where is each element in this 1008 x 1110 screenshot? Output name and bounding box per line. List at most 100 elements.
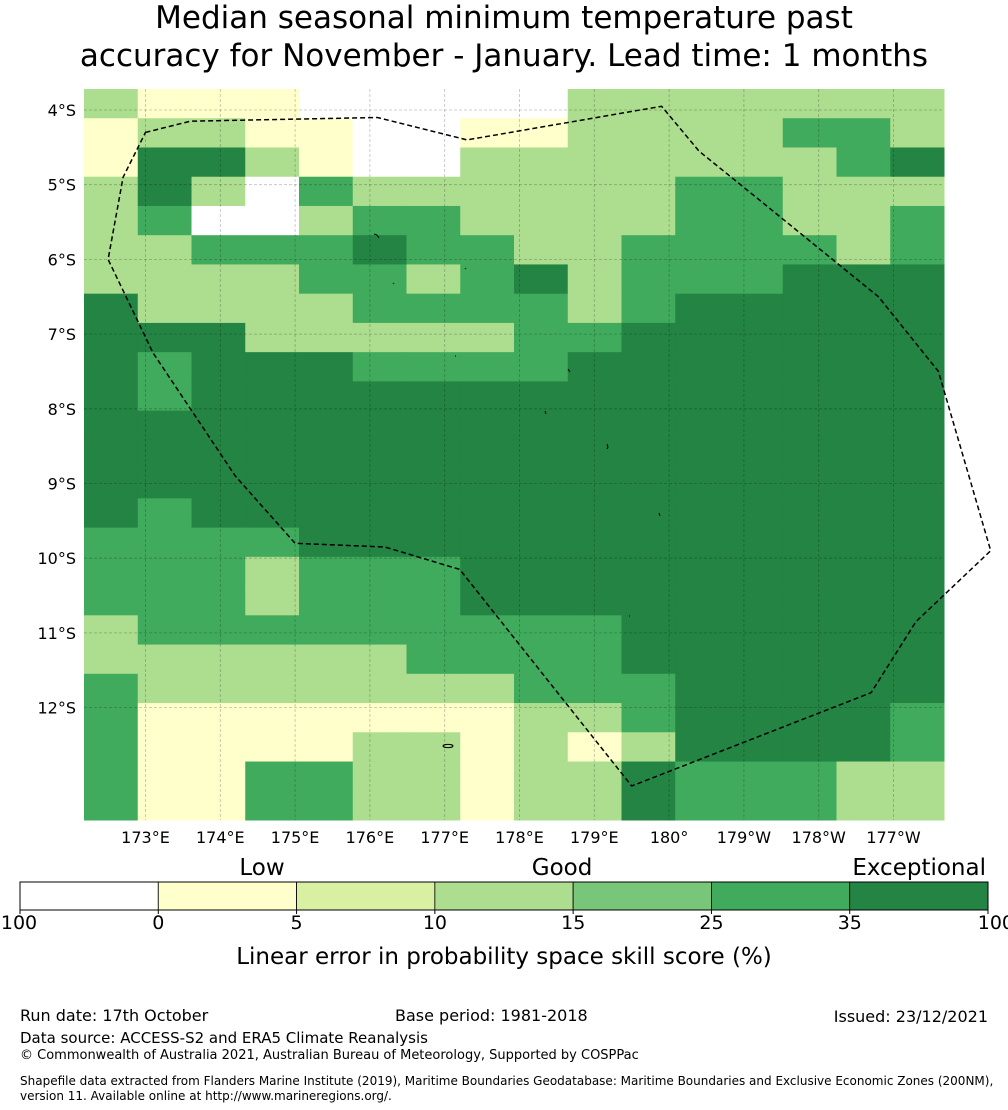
- latitude-tick-label: 11°S: [37, 624, 76, 643]
- skill-cell: [460, 732, 515, 763]
- island-mark: [373, 233, 380, 239]
- skill-cell: [191, 761, 246, 792]
- longitude-tick-label: 176°E: [346, 828, 395, 847]
- skill-cell: [890, 205, 945, 236]
- skill-cell: [836, 527, 891, 558]
- skill-cell: [567, 790, 622, 821]
- skill-cell: [137, 322, 192, 353]
- skill-cell: [621, 703, 676, 733]
- skill-cell: [514, 439, 569, 470]
- skill-cell: [137, 264, 192, 295]
- skill-cell: [890, 381, 945, 412]
- skill-cell: [245, 615, 300, 646]
- skill-cell: [137, 556, 192, 587]
- skill-cell: [621, 89, 676, 119]
- skill-cell: [675, 732, 730, 763]
- colorbar-bin: [572, 881, 712, 911]
- skill-cell: [352, 352, 407, 382]
- island-mark: [544, 410, 547, 415]
- skill-cell: [460, 498, 515, 529]
- skill-cell: [352, 439, 407, 470]
- skill-cell: [621, 381, 676, 412]
- island-mark: [392, 282, 395, 285]
- skill-cell: [675, 264, 730, 295]
- skill-cell: [782, 176, 837, 207]
- skill-cell: [84, 556, 139, 587]
- skill-cell: [621, 147, 676, 178]
- skill-cell: [836, 703, 891, 733]
- skill-cell: [84, 147, 139, 178]
- skill-cell: [621, 527, 676, 558]
- skill-cell: [406, 205, 461, 236]
- skill-cell: [621, 235, 676, 265]
- skill-cell: [406, 703, 461, 733]
- skill-cell: [675, 293, 730, 324]
- skill-cell: [836, 673, 891, 704]
- skill-cell: [352, 761, 407, 792]
- colorbar-bin: [434, 881, 574, 911]
- skill-cell: [191, 89, 246, 119]
- skill-cell: [675, 439, 730, 470]
- longitude-tick-label: 175°E: [271, 828, 320, 847]
- colorbar-label: Linear error in probability space skill …: [236, 944, 772, 970]
- skill-cell: [352, 527, 407, 558]
- island-mark: [567, 368, 571, 373]
- skill-cell: [84, 293, 139, 324]
- skill-cell: [567, 644, 622, 675]
- skill-cell: [675, 498, 730, 529]
- skill-cell: [729, 293, 784, 324]
- skill-cell: [352, 644, 407, 675]
- skill-cell: [245, 556, 300, 587]
- skill-cell: [245, 439, 300, 470]
- skill-cell: [352, 556, 407, 587]
- skill-cell: [621, 469, 676, 499]
- skill-cell: [299, 556, 354, 587]
- skill-cell: [729, 732, 784, 763]
- skill-cell: [137, 235, 192, 265]
- skill-cell: [567, 322, 622, 353]
- skill-cell: [514, 586, 569, 616]
- skill-cell: [460, 586, 515, 616]
- skill-cell: [191, 673, 246, 704]
- skill-cell: [84, 410, 139, 441]
- skill-cell: [621, 439, 676, 470]
- skill-cell: [675, 147, 730, 178]
- skill-cell: [460, 556, 515, 587]
- skill-cell: [406, 761, 461, 792]
- longitude-tick-label: 178°W: [792, 828, 847, 847]
- skill-cell: [299, 703, 354, 733]
- skill-cell: [621, 790, 676, 821]
- skill-cell: [675, 205, 730, 236]
- skill-cell: [729, 381, 784, 412]
- skill-cell: [782, 89, 837, 119]
- latitude-tick-label: 9°S: [48, 475, 76, 494]
- skill-cell: [191, 118, 246, 148]
- skill-cell: [782, 264, 837, 295]
- skill-cell: [567, 118, 622, 148]
- skill-cell: [191, 790, 246, 821]
- skill-cell: [84, 89, 139, 119]
- skill-cell: [245, 410, 300, 441]
- skill-cell: [729, 673, 784, 704]
- skill-cell: [299, 673, 354, 704]
- skill-cell: [191, 381, 246, 412]
- skill-cell: [890, 89, 945, 119]
- skill-cell: [460, 147, 515, 178]
- skill-cell: [137, 352, 192, 382]
- skill-cell: [890, 790, 945, 821]
- skill-cell: [782, 703, 837, 733]
- skill-cell: [890, 235, 945, 265]
- skill-cell: [460, 89, 515, 119]
- skill-cell: [890, 469, 945, 499]
- skill-cell: [782, 205, 837, 236]
- skill-cell: [782, 556, 837, 587]
- skill-cell: [782, 439, 837, 470]
- skill-cell: [729, 264, 784, 295]
- skill-cell: [299, 322, 354, 353]
- colorbar-tick: 0: [152, 912, 165, 934]
- skill-cell: [406, 322, 461, 353]
- skill-cell: [836, 235, 891, 265]
- skill-cell: [836, 176, 891, 207]
- skill-cell: [675, 176, 730, 207]
